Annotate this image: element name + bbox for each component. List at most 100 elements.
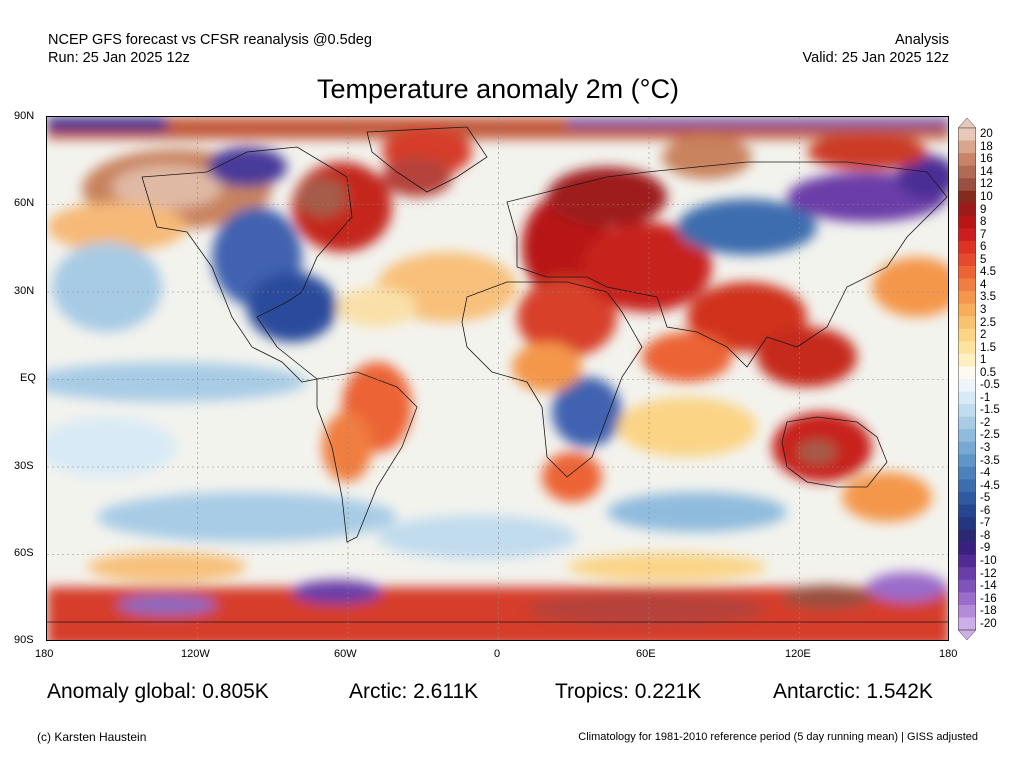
graticule [47,117,948,640]
colorbar-label: 5 [980,253,987,266]
colorbar-swatch [958,592,976,606]
colorbar-label: -8 [980,529,991,542]
colorbar-label: -2 [980,416,991,429]
colorbar-label: -20 [980,617,997,630]
colorbar-label: 20 [980,128,993,141]
colorbar-bottom-arrow [957,629,977,641]
stat-global: Anomaly global: 0.805K [47,680,269,703]
colorbar-label: 7 [980,228,987,241]
colorbar-swatch [958,567,976,581]
header-valid-time: Valid: 25 Jan 2025 12z [802,50,949,66]
colorbar-label: 6 [980,241,987,254]
colorbar-label: -18 [980,605,997,618]
colorbar-label: 4 [980,278,987,291]
header-model-info: NCEP GFS forecast vs CFSR reanalysis @0.… [48,32,372,48]
colorbar-label: 3.5 [980,291,996,304]
colorbar-swatch [958,479,976,493]
colorbar-swatch [958,203,976,217]
x-tick-120e: 120E [785,648,811,660]
colorbar-swatch [958,140,976,154]
y-tick-eq: EQ [20,372,36,384]
colorbar-swatch [958,353,976,367]
colorbar-label: -7 [980,517,991,530]
colorbar-swatch [958,579,976,593]
y-tick-60s: 60S [14,547,34,559]
y-tick-30n: 30N [14,285,35,297]
footer-copyright: (c) Karsten Haustein [37,730,147,744]
colorbar-swatch [958,366,976,380]
colorbar-swatch [958,303,976,317]
colorbar-swatch [958,190,976,204]
colorbar-label: -3 [980,442,991,455]
colorbar-swatch [958,466,976,480]
colorbar-label: -3.5 [980,454,1000,467]
colorbar-label: -2.5 [980,429,1000,442]
x-tick-120w: 120W [181,648,210,660]
colorbar-swatch [958,128,976,141]
anomaly-map [46,116,949,641]
colorbar-swatch [958,278,976,292]
colorbar-label: 0.5 [980,366,996,379]
colorbar-label: 10 [980,191,993,204]
colorbar-swatch [958,316,976,330]
colorbar-swatch [958,517,976,530]
colorbar [957,117,977,641]
colorbar-swatch [958,504,976,518]
x-tick-180e: 180 [939,648,958,660]
colorbar-swatch [958,404,976,417]
colorbar-swatch [958,266,976,279]
colorbar-swatch [958,153,976,166]
colorbar-label: 2 [980,329,987,342]
anomaly-map-svg [47,117,948,640]
colorbar-swatch [958,328,976,342]
colorbar-swatch [958,429,976,443]
footer-climatology-note: Climatology for 1981-2010 reference peri… [578,731,978,743]
colorbar-swatch [958,416,976,430]
colorbar-label: 4.5 [980,266,996,279]
x-tick-0: 0 [494,648,501,660]
colorbar-svg [957,117,977,641]
colorbar-label: 18 [980,140,993,153]
x-tick-60w: 60W [334,648,357,660]
colorbar-label: 1.5 [980,341,996,354]
stat-tropics: Tropics: 0.221K [555,680,702,703]
stat-antarctic: Antarctic: 1.542K [773,680,933,703]
colorbar-label: -16 [980,592,997,605]
colorbar-swatch [958,454,976,468]
colorbar-swatch [958,554,976,568]
colorbar-swatch [958,542,976,555]
colorbar-label: -10 [980,554,997,567]
colorbar-swatch [958,604,976,618]
colorbar-swatch [958,391,976,405]
colorbar-label: -4 [980,467,991,480]
colorbar-label: 14 [980,165,993,178]
colorbar-label: 1 [980,354,987,367]
stat-arctic: Arctic: 2.611K [349,680,479,703]
colorbar-label: 16 [980,153,993,166]
y-tick-90n: 90N [14,110,35,122]
colorbar-label: -12 [980,567,997,580]
colorbar-label: -1.5 [980,404,1000,417]
colorbar-label: 3 [980,303,987,316]
colorbar-label: -9 [980,542,991,555]
colorbar-swatch [958,240,976,254]
colorbar-label: 12 [980,178,993,191]
colorbar-label: 2.5 [980,316,996,329]
colorbar-swatch [958,441,976,455]
y-tick-60n: 60N [14,197,35,209]
colorbar-swatch [958,165,976,179]
colorbar-swatch [958,341,976,355]
anomaly-field [47,117,948,640]
colorbar-swatch [958,253,976,267]
x-tick-180w: 180 [35,648,54,660]
colorbar-label: 8 [980,216,987,229]
colorbar-label: -6 [980,504,991,517]
colorbar-swatch [958,215,976,229]
colorbar-label: -14 [980,580,997,593]
colorbar-label: -1 [980,391,991,404]
header-run-time: Run: 25 Jan 2025 12z [48,50,190,66]
colorbar-label: -0.5 [980,379,1000,392]
colorbar-top-arrow [957,117,977,129]
y-tick-90s: 90S [14,634,34,646]
colorbar-label: -4.5 [980,479,1000,492]
